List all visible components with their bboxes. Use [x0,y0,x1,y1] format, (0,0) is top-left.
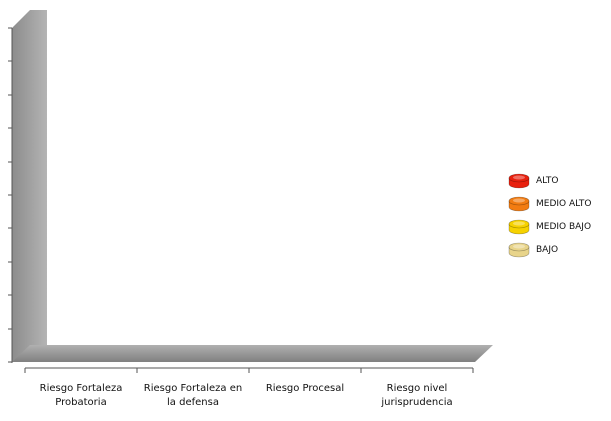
swatch-top [508,173,530,183]
legend-swatch [508,196,530,212]
floor [12,345,493,362]
legend-label: MEDIO BAJO [536,222,592,232]
legend-swatch [508,219,530,235]
x-tick-label: Riesgo Fortaleza en la defensa [143,383,243,408]
legend-item: ALTO [508,173,559,189]
side-wall [12,10,47,362]
legend-item: BAJO [508,242,558,258]
legend-item: MEDIO ALTO [508,196,592,212]
legend-swatch [508,173,530,189]
x-tick-label: Riesgo nivel jurisprudencia [381,383,453,408]
swatch-top [508,196,530,206]
swatch-top [508,242,530,252]
y-axis-ticks [8,27,12,363]
legend-item: MEDIO BAJO [508,219,591,235]
x-tick-label: Riesgo Fortaleza Probatoria [39,383,123,408]
swatch-shine [513,198,525,203]
swatch-top [508,219,530,229]
x-tick-label: Riesgo Procesal [265,383,345,394]
swatch-shine [513,221,525,226]
legend-swatch [508,242,530,258]
legend-label: MEDIO ALTO [536,199,592,209]
swatch-shine [513,244,525,249]
legend-label: BAJO [536,245,559,255]
legend-label: ALTO [536,176,559,186]
swatch-shine [513,175,525,180]
